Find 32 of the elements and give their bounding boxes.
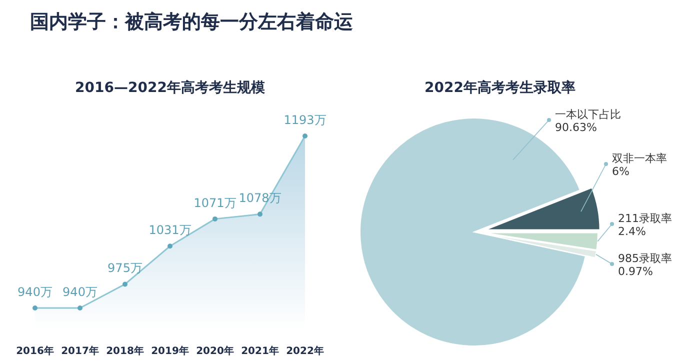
data-label: 940万 [18,285,52,299]
data-label: 940万 [62,285,98,299]
point [212,216,218,222]
text: 国内学子：被高考的每一分左右着命运 [30,11,353,33]
x-tick-label: 2019年 [151,345,189,357]
slice-label: 985录取率 [618,252,672,265]
x-tick-label: 2021年 [241,345,279,357]
x-tick-label: 2022年 [286,345,324,357]
data-label: 90.63% [555,121,597,134]
data-label: 2.4% [618,225,646,238]
point [78,306,82,310]
data-label: 0.97% [618,265,653,278]
slice-label: 一本以下占比 [555,108,621,121]
x-tick-label: 2018年 [106,345,144,357]
chart-title: 2022年高考考生录取率 [424,79,576,96]
data-label: 1071万 [194,196,236,210]
point [258,212,262,217]
data-label: 1078万 [238,191,282,206]
chart-title: 2016—2022年高考考生规模 [75,79,266,96]
data-label: 1031万 [148,223,192,238]
x-tick-label: 2017年 [61,345,99,357]
slice-label: 双非一本率 [612,152,667,165]
point [302,134,308,138]
point [122,282,128,287]
slice-label: 211录取率 [618,212,672,225]
data-label: 6% [612,165,630,178]
data-label: 1193万 [284,113,326,127]
data-label: 975万 [108,261,142,276]
point [32,306,38,310]
x-tick-label: 2016年 [16,345,54,357]
x-tick-label: 2020年 [196,345,234,357]
point [168,244,172,249]
